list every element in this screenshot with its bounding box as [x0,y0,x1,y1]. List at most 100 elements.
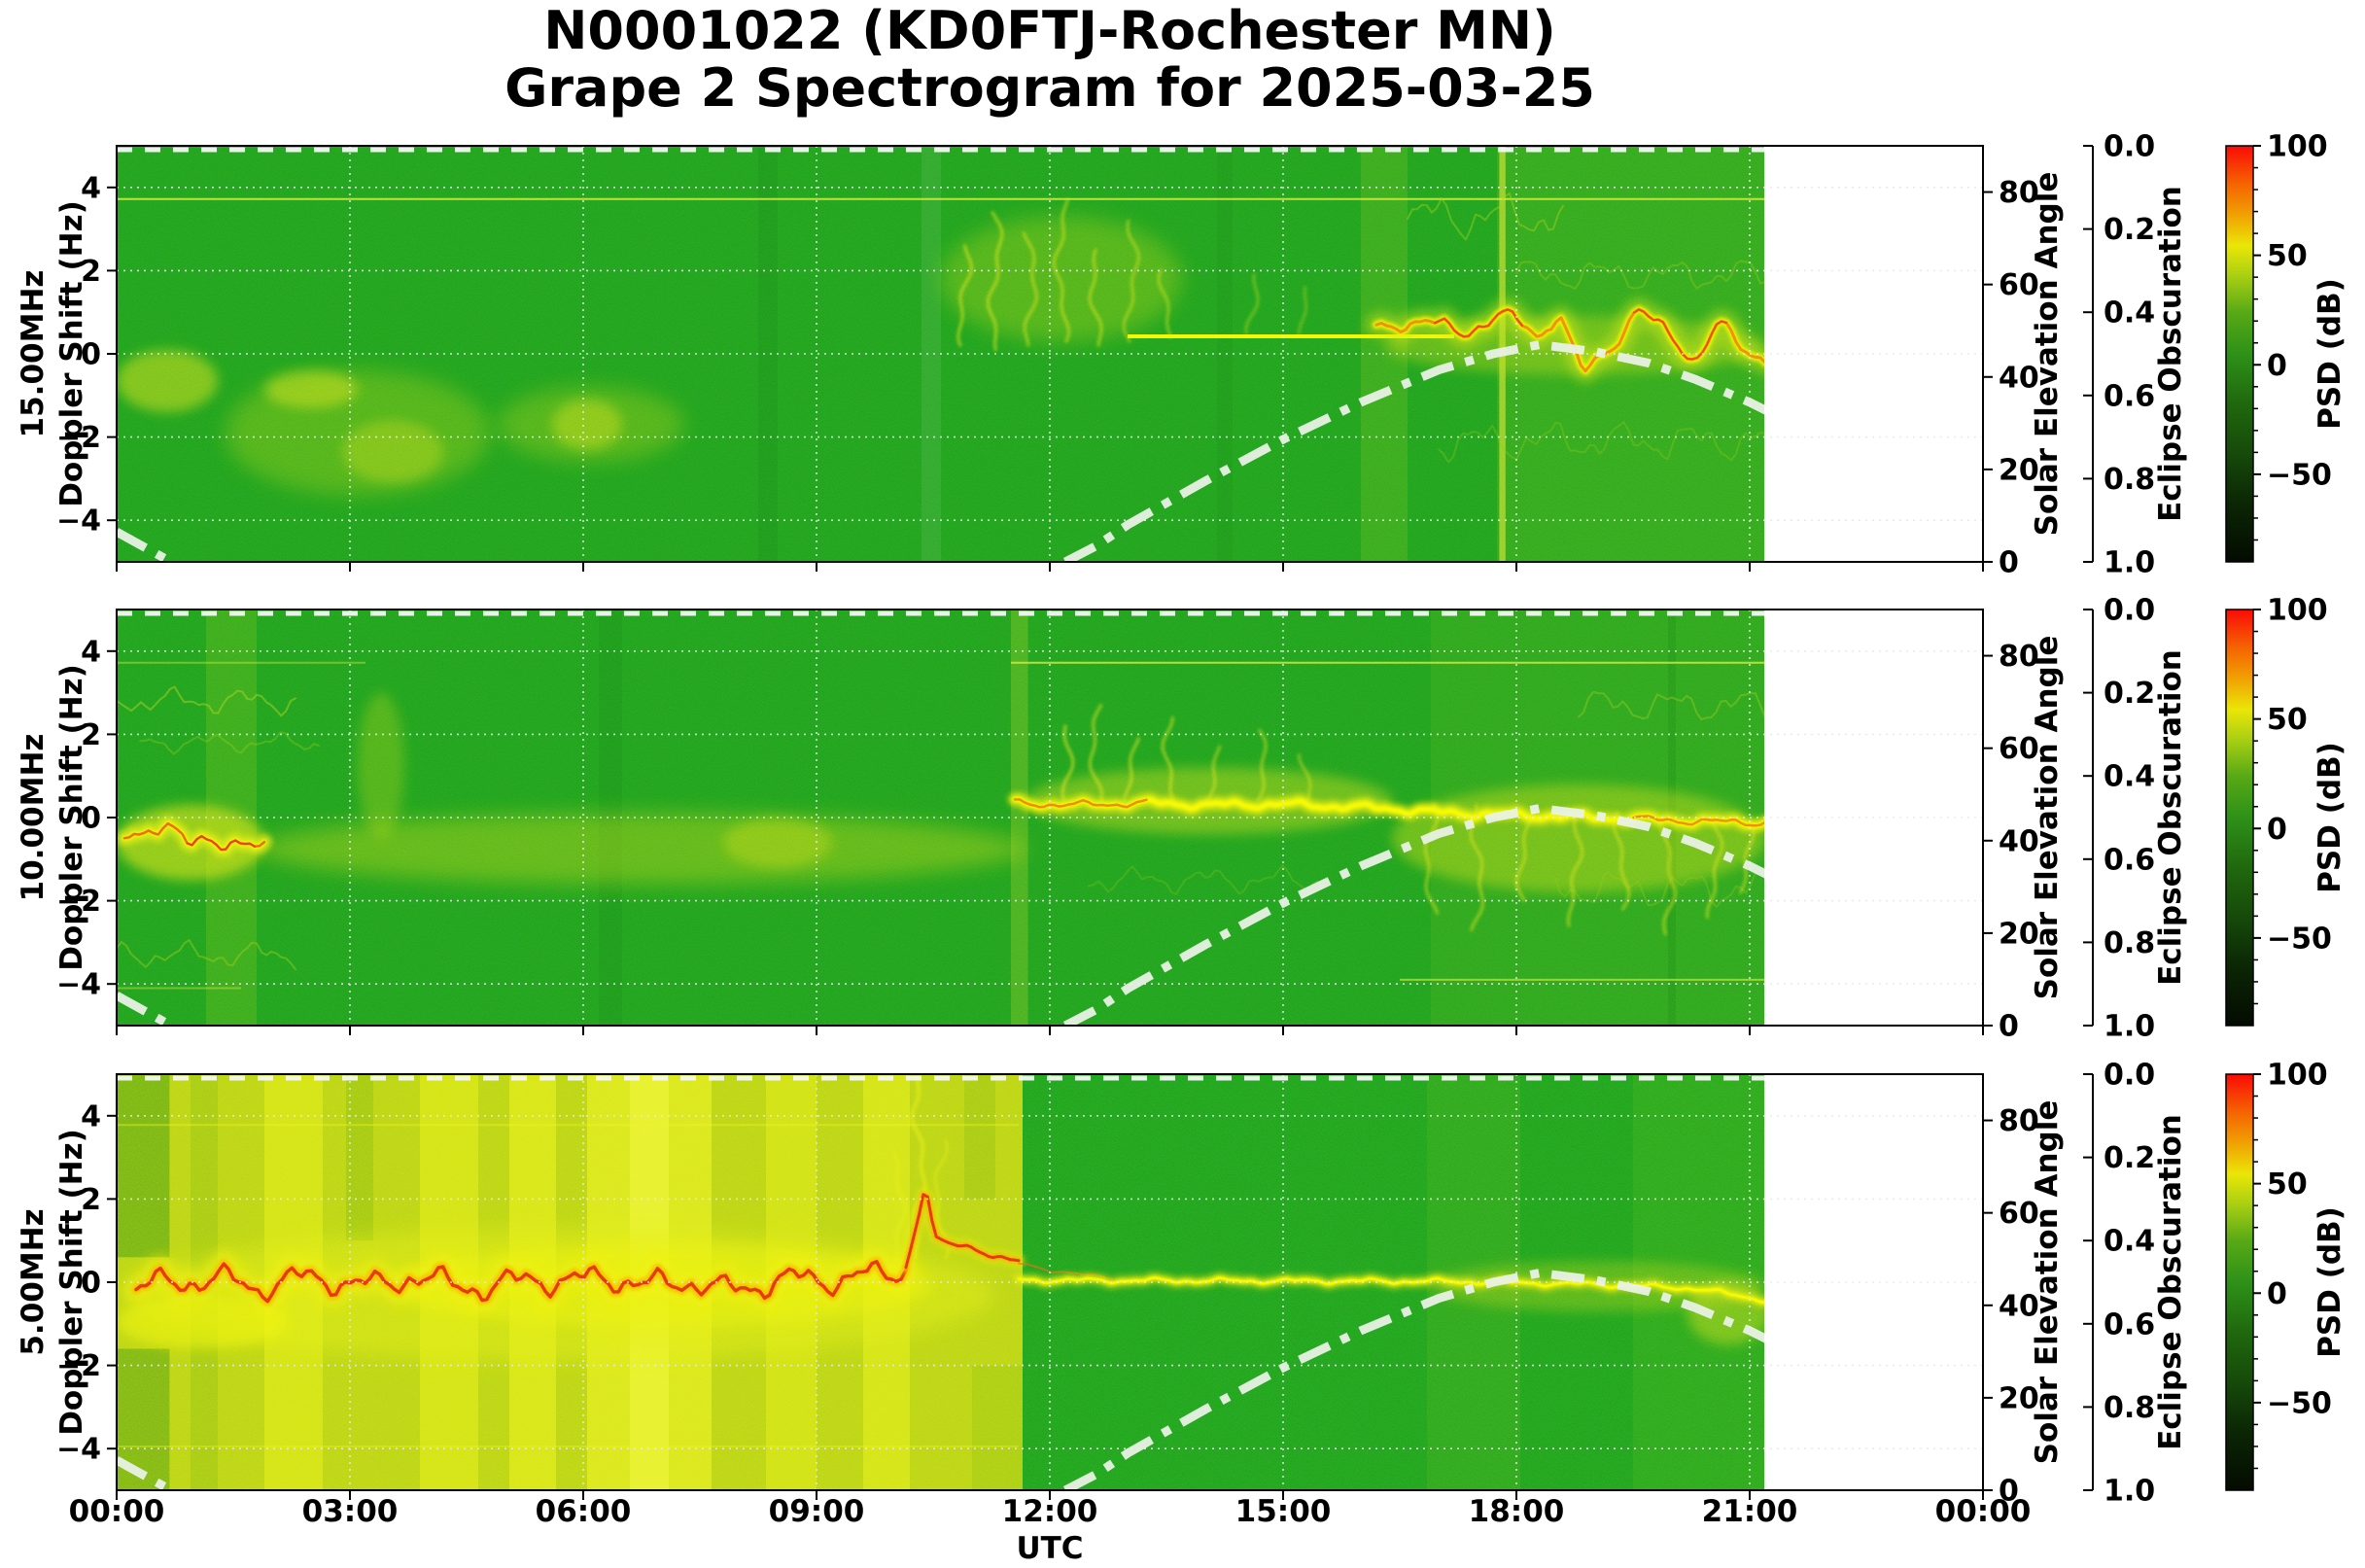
eclipse-tick-label: 0.8 [2104,926,2155,960]
colorbar-tick-label: 50 [2267,1167,2308,1202]
colorbar-tick-label: 100 [2267,594,2328,628]
eclipse-tick-label: 0.2 [2104,213,2155,247]
eclipse-tick-label: 0.2 [2104,677,2155,711]
psd-colorbar-frame [2225,609,2254,1027]
eclipse-tick-label: 0.8 [2104,1391,2155,1425]
chart-title-line1: N0001022 (KD0FTJ-Rochester MN) [543,0,1556,61]
solar-axis-label: Solar Elevation Angle [2030,636,2065,1000]
eclipse-tick-label: 1.0 [2104,546,2155,580]
doppler-tick-label: −2 [56,421,101,455]
x-tick-label: 21:00 [1702,1494,1798,1529]
psd-colorbar [2226,146,2253,562]
eclipse-tick-label: 0.8 [2104,463,2155,497]
doppler-axis-label: Doppler Shift (Hz) [54,200,89,507]
doppler-tick-label: 2 [81,1183,101,1217]
eclipse-axis-label: Eclipse Obscuration [2153,649,2188,986]
solar-elevation-curve [1062,803,1764,1026]
doppler-tick-label: 2 [81,255,101,289]
solar-tick-label: 80 [1999,176,2039,210]
solar-tick-label: 40 [1999,1289,2039,1323]
solar-tick-label: 60 [1999,732,2039,766]
doppler-tick-label: 0 [81,338,101,372]
eclipse-axis-label: Eclipse Obscuration [2153,1114,2188,1450]
doppler-tick-label: −4 [56,1433,101,1467]
solar-tick-label: 0 [1999,1010,2019,1044]
colorbar-tick-label: 100 [2267,1059,2328,1093]
gridlines [117,610,1983,1026]
eclipse-tick-label: 0.4 [2104,1225,2155,1259]
doppler-tick-label: 2 [81,718,101,752]
doppler-tick-label: 0 [81,802,101,836]
doppler-tick-label: 4 [81,635,101,669]
overlays [117,610,1764,1026]
gridlines [117,146,1983,562]
eclipse-axis-label: Eclipse Obscuration [2153,186,2188,522]
solar-elevation-curve [1062,1268,1764,1490]
x-tick-label: 06:00 [536,1494,632,1529]
psd-axis-label: PSD (dB) [2313,278,2348,430]
eclipse-tick-label: 0.6 [2104,1307,2155,1342]
psd-colorbar [2226,1074,2253,1490]
colorbar-tick-label: 0 [2267,349,2287,383]
doppler-axis-label: Doppler Shift (Hz) [54,664,89,971]
frequency-label: 15.00MHz [16,270,51,438]
solar-elevation-curve [117,1456,179,1490]
panel-15.00MHz [116,145,1984,563]
doppler-tick-label: −4 [56,505,101,539]
psd-colorbar-frame [2225,1073,2254,1491]
solar-tick-label: 80 [1999,640,2039,674]
eclipse-tick-label: 0.2 [2104,1141,2155,1175]
psd-axis-label: PSD (dB) [2313,1206,2348,1358]
colorbar-tick-label: −50 [2267,458,2332,492]
solar-tick-label: 20 [1999,1381,2039,1415]
solar-tick-label: 0 [1999,546,2019,580]
colorbar-tick-label: 100 [2267,130,2328,164]
eclipse-tick-label: 0.4 [2104,760,2155,794]
doppler-axis-label: Doppler Shift (Hz) [54,1129,89,1436]
solar-elevation-curve [117,528,179,562]
frequency-label: 10.00MHz [16,734,51,902]
psd-colorbar [2226,610,2253,1026]
solar-tick-label: 40 [1999,361,2039,395]
eclipse-tick-label: 0.0 [2104,594,2155,628]
chart-title-line2: Grape 2 Spectrogram for 2025-03-25 [504,57,1595,119]
x-tick-label: 15:00 [1235,1494,1332,1529]
colorbar-tick-label: 0 [2267,1277,2287,1311]
colorbar-tick-label: −50 [2267,1386,2332,1420]
solar-tick-label: 20 [1999,917,2039,951]
overlays [117,147,1764,562]
x-tick-label: 12:00 [1002,1494,1098,1529]
chart-title: N0001022 (KD0FTJ-Rochester MN) Grape 2 S… [117,2,1983,117]
eclipse-tick-label: 0.4 [2104,296,2155,331]
doppler-tick-label: 0 [81,1267,101,1301]
solar-axis-label: Solar Elevation Angle [2030,172,2065,537]
solar-tick-label: 60 [1999,1197,2039,1231]
solar-tick-label: 40 [1999,824,2039,858]
psd-colorbar-frame [2225,145,2254,563]
eclipse-tick-label: 0.6 [2104,843,2155,877]
eclipse-tick-label: 0.6 [2104,379,2155,413]
panel-data [117,610,1764,1026]
solar-elevation-curve [1062,339,1764,562]
doppler-tick-label: −4 [56,968,101,1002]
solar-elevation-curve [117,992,179,1026]
x-tick-label: 00:00 [69,1494,165,1529]
overlays [117,1075,1764,1490]
eclipse-tick-label: 1.0 [2104,1475,2155,1509]
doppler-tick-label: 4 [81,1099,101,1133]
gridlines [117,1074,1983,1490]
solar-tick-label: 0 [1999,1475,2019,1509]
eclipse-tick-label: 0.0 [2104,1059,2155,1093]
x-tick-label: 00:00 [1935,1494,2032,1529]
solar-axis-label: Solar Elevation Angle [2030,1100,2065,1465]
colorbar-tick-label: 0 [2267,813,2287,847]
eclipse-tick-label: 0.0 [2104,130,2155,164]
doppler-tick-label: 4 [81,171,101,205]
x-tick-label: 03:00 [302,1494,399,1529]
frequency-label: 5.00MHz [16,1208,51,1355]
colorbar-tick-label: 50 [2267,239,2308,273]
solar-tick-label: 20 [1999,453,2039,487]
doppler-tick-label: −2 [56,885,101,919]
